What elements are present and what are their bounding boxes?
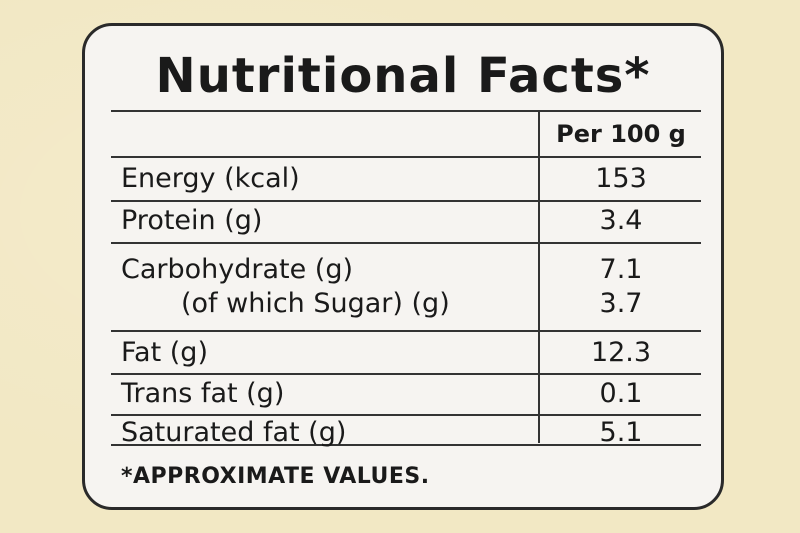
row-label-carbohydrate: Carbohydrate (g) (121, 254, 354, 285)
row-label-energy: Energy (kcal) (121, 163, 300, 194)
row-rule (111, 200, 701, 202)
row-rule (111, 373, 701, 375)
column-divider (538, 110, 540, 443)
row-value-carbohydrate: 7.1 (599, 254, 643, 285)
footnote: *APPROXIMATE VALUES. (121, 464, 430, 489)
row-value-energy: 153 (595, 163, 647, 194)
row-rule (111, 330, 701, 332)
row-label-sugar: (of which Sugar) (g) (181, 288, 450, 319)
row-label-protein: Protein (g) (121, 205, 263, 236)
row-label-fat: Fat (g) (121, 337, 208, 368)
row-rule (111, 414, 701, 416)
header-rule (111, 156, 701, 158)
row-label-saturated-fat: Saturated fat (g) (121, 417, 347, 448)
table-bottom-rule (111, 444, 701, 446)
panel-title: Nutritional Facts* (155, 48, 651, 104)
row-label-trans-fat: Trans fat (g) (121, 378, 285, 409)
row-value-fat: 12.3 (590, 337, 652, 368)
row-value-trans-fat: 0.1 (599, 378, 643, 409)
per-100g-header: Per 100 g (556, 120, 686, 148)
nutrition-panel: Nutritional Facts* Per 100 g Energy (kca… (82, 23, 724, 510)
row-rule (111, 242, 701, 244)
row-value-saturated-fat: 5.1 (599, 417, 643, 448)
row-value-sugar: 3.7 (599, 288, 643, 319)
row-value-protein: 3.4 (599, 205, 643, 236)
table-top-rule (111, 110, 701, 112)
